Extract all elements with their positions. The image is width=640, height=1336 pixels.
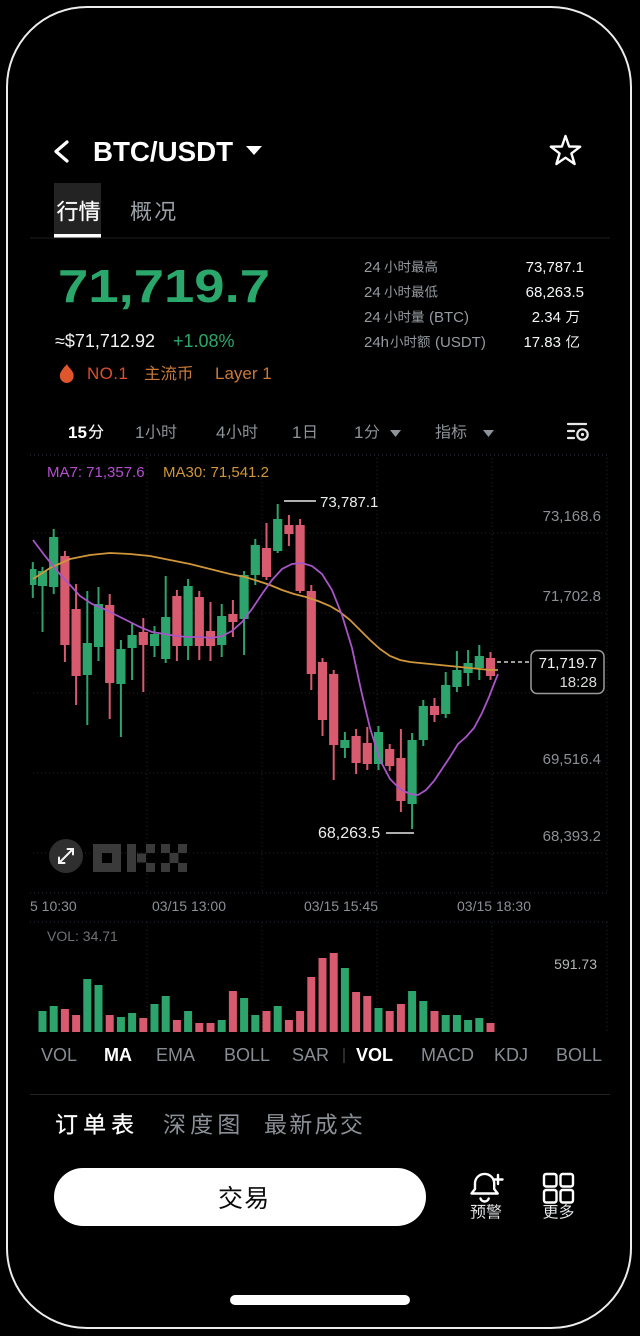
svg-text:03/15 18:30: 03/15 18:30 xyxy=(457,898,531,914)
svg-text:(BTC): (BTC) xyxy=(429,309,469,326)
svg-text:68,263.5: 68,263.5 xyxy=(526,284,584,301)
svg-text:591.73: 591.73 xyxy=(554,956,597,972)
svg-text:≈$71,712.92: ≈$71,712.92 xyxy=(55,331,155,351)
svg-text:BOLL: BOLL xyxy=(224,1045,270,1065)
svg-text:VOL: VOL xyxy=(356,1045,393,1065)
svg-text:NO.1: NO.1 xyxy=(87,364,128,383)
svg-text:71,702.8: 71,702.8 xyxy=(543,588,601,605)
svg-text:69,516.4: 69,516.4 xyxy=(543,751,601,768)
svg-text:BTC/USDT: BTC/USDT xyxy=(93,136,233,167)
svg-text:24: 24 xyxy=(364,284,381,301)
svg-text:MA30: 71,541.2: MA30: 71,541.2 xyxy=(163,464,269,481)
svg-text:MACD: MACD xyxy=(421,1045,474,1065)
svg-text:4: 4 xyxy=(216,423,225,442)
svg-text:68,263.5: 68,263.5 xyxy=(318,825,380,842)
svg-text:MA7: 71,357.6: MA7: 71,357.6 xyxy=(47,464,145,481)
svg-text:5 10:30: 5 10:30 xyxy=(30,898,77,914)
svg-text:+1.08%: +1.08% xyxy=(173,331,235,351)
svg-text:1: 1 xyxy=(292,423,301,442)
svg-text:71,719.7: 71,719.7 xyxy=(539,655,597,672)
svg-text:18:28: 18:28 xyxy=(559,674,597,691)
svg-text:24: 24 xyxy=(364,259,381,276)
svg-text:Layer 1: Layer 1 xyxy=(215,364,272,383)
svg-text:73,787.1: 73,787.1 xyxy=(320,494,378,511)
svg-text:03/15 15:45: 03/15 15:45 xyxy=(304,898,378,914)
svg-text:73,168.6: 73,168.6 xyxy=(543,508,601,525)
svg-text:VOL: VOL xyxy=(41,1045,77,1065)
svg-text:17.83: 17.83 xyxy=(523,334,561,351)
svg-text:68,393.2: 68,393.2 xyxy=(543,828,601,845)
svg-text:BOLL: BOLL xyxy=(556,1045,602,1065)
svg-text:1: 1 xyxy=(135,423,144,442)
svg-text:71,719.7: 71,719.7 xyxy=(58,260,270,312)
svg-text:24: 24 xyxy=(364,309,381,326)
svg-text:03/15 13:00: 03/15 13:00 xyxy=(152,898,226,914)
svg-text:EMA: EMA xyxy=(156,1045,195,1065)
svg-text:VOL: 34.71: VOL: 34.71 xyxy=(47,928,118,944)
svg-text:MA: MA xyxy=(104,1045,132,1065)
svg-text:24h: 24h xyxy=(364,334,389,351)
svg-text:2.34: 2.34 xyxy=(532,309,561,326)
svg-text:15: 15 xyxy=(68,423,87,442)
svg-text:73,787.1: 73,787.1 xyxy=(526,259,584,276)
svg-text:SAR: SAR xyxy=(292,1045,329,1065)
svg-text:1: 1 xyxy=(354,423,363,442)
svg-text:KDJ: KDJ xyxy=(494,1045,528,1065)
svg-text:(USDT): (USDT) xyxy=(435,334,486,351)
